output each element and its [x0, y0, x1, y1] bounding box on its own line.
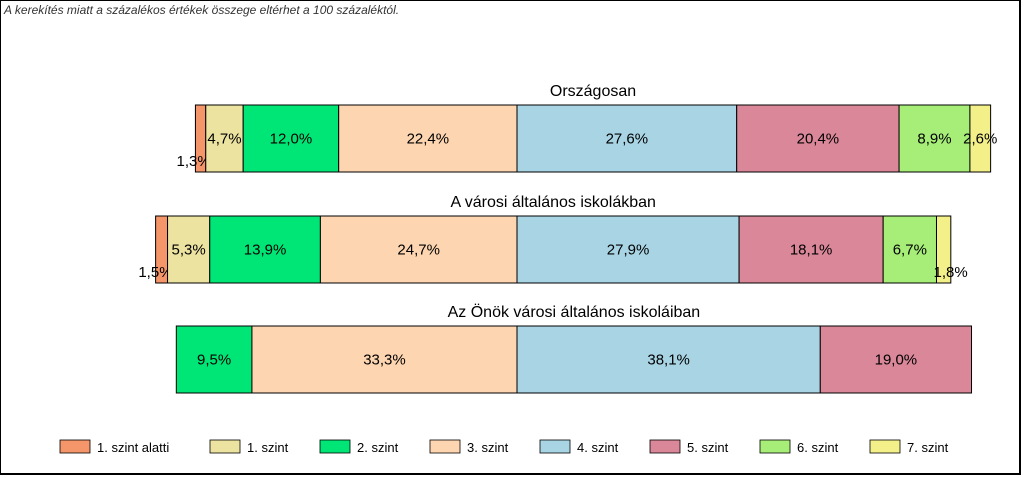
legend-swatch-6: [649, 439, 681, 454]
bar-segment-g1-s5: [516, 104, 738, 173]
group-title-1: Országosan: [550, 83, 636, 100]
group-title-2: A városi általános iskolákban: [450, 194, 655, 211]
data-label-g1-s7: 8,9%: [917, 131, 951, 148]
legend-label-1: 1. szint alatti: [97, 440, 169, 455]
bar-segment-g2-s6: [738, 215, 884, 284]
legend-label-4: 3. szint: [467, 440, 509, 455]
data-label-g1-s6: 20,4%: [797, 131, 840, 148]
legend-label-2: 1. szint: [247, 440, 289, 455]
rounding-note: A kerekítés miatt a százalékos értékek ö…: [4, 3, 400, 17]
bar-segment-g2-s7: [882, 215, 937, 284]
legend-swatch-5: [539, 439, 571, 454]
data-label-g1-s1: 1,3%: [177, 153, 211, 170]
bar-segment-g2-s2: [167, 215, 211, 284]
bar-segment-g1-s2: [205, 104, 244, 173]
data-label-g2-s5: 27,9%: [607, 242, 650, 259]
data-label-g2-s7: 6,7%: [893, 242, 927, 259]
legend-swatch-4: [429, 439, 461, 454]
data-label-g3-s4: 33,3%: [363, 352, 406, 369]
data-label-g1-s5: 27,6%: [606, 131, 649, 148]
bar-segment-g3-s5: [516, 325, 821, 394]
bar-segment-g2-s8: [935, 215, 952, 284]
data-label-g1-s3: 12,0%: [270, 131, 313, 148]
legend-swatch-1: [59, 439, 91, 454]
data-label-g2-s1: 1,5%: [138, 264, 172, 281]
legend-swatch-3: [319, 439, 351, 454]
bar-segment-g1-s3: [242, 104, 340, 173]
data-label-g3-s6: 19,0%: [875, 352, 918, 369]
bar-segment-g3-s6: [819, 325, 973, 394]
bar-segment-g2-s5: [516, 215, 740, 284]
legend-label-8: 7. szint: [907, 440, 949, 455]
legend-label-5: 4. szint: [577, 440, 619, 455]
data-label-g1-s8: 2,6%: [963, 131, 997, 148]
bar-segment-g2-s4: [319, 215, 518, 284]
bar-segment-g1-s8: [969, 104, 992, 173]
data-label-g3-s5: 38,1%: [647, 352, 690, 369]
bar-segment-g1-s7: [898, 104, 971, 173]
data-label-g2-s6: 18,1%: [790, 242, 833, 259]
legend-swatch-8: [869, 439, 901, 454]
data-label-g1-s4: 22,4%: [407, 131, 450, 148]
group-title-3: Az Önök városi általános iskoláiban: [448, 303, 701, 321]
bar-segment-g3-s4: [251, 325, 518, 394]
bar-segment-g1-s6: [736, 104, 900, 173]
legend-swatch-7: [759, 439, 791, 454]
legend-label-7: 6. szint: [797, 440, 839, 455]
data-label-g2-s8: 1,8%: [933, 264, 967, 281]
data-label-g1-s2: 4,7%: [207, 131, 241, 148]
data-label-g2-s2: 5,3%: [172, 242, 206, 259]
legend-label-6: 5. szint: [687, 440, 729, 455]
legend-label-3: 2. szint: [357, 440, 399, 455]
legend-swatch-2: [209, 439, 241, 454]
bar-segment-g1-s4: [338, 104, 518, 173]
data-label-g3-s3: 9,5%: [197, 352, 231, 369]
data-label-g2-s3: 13,9%: [244, 242, 287, 259]
data-label-g2-s4: 24,7%: [397, 242, 440, 259]
bar-segment-g3-s3: [175, 325, 253, 394]
